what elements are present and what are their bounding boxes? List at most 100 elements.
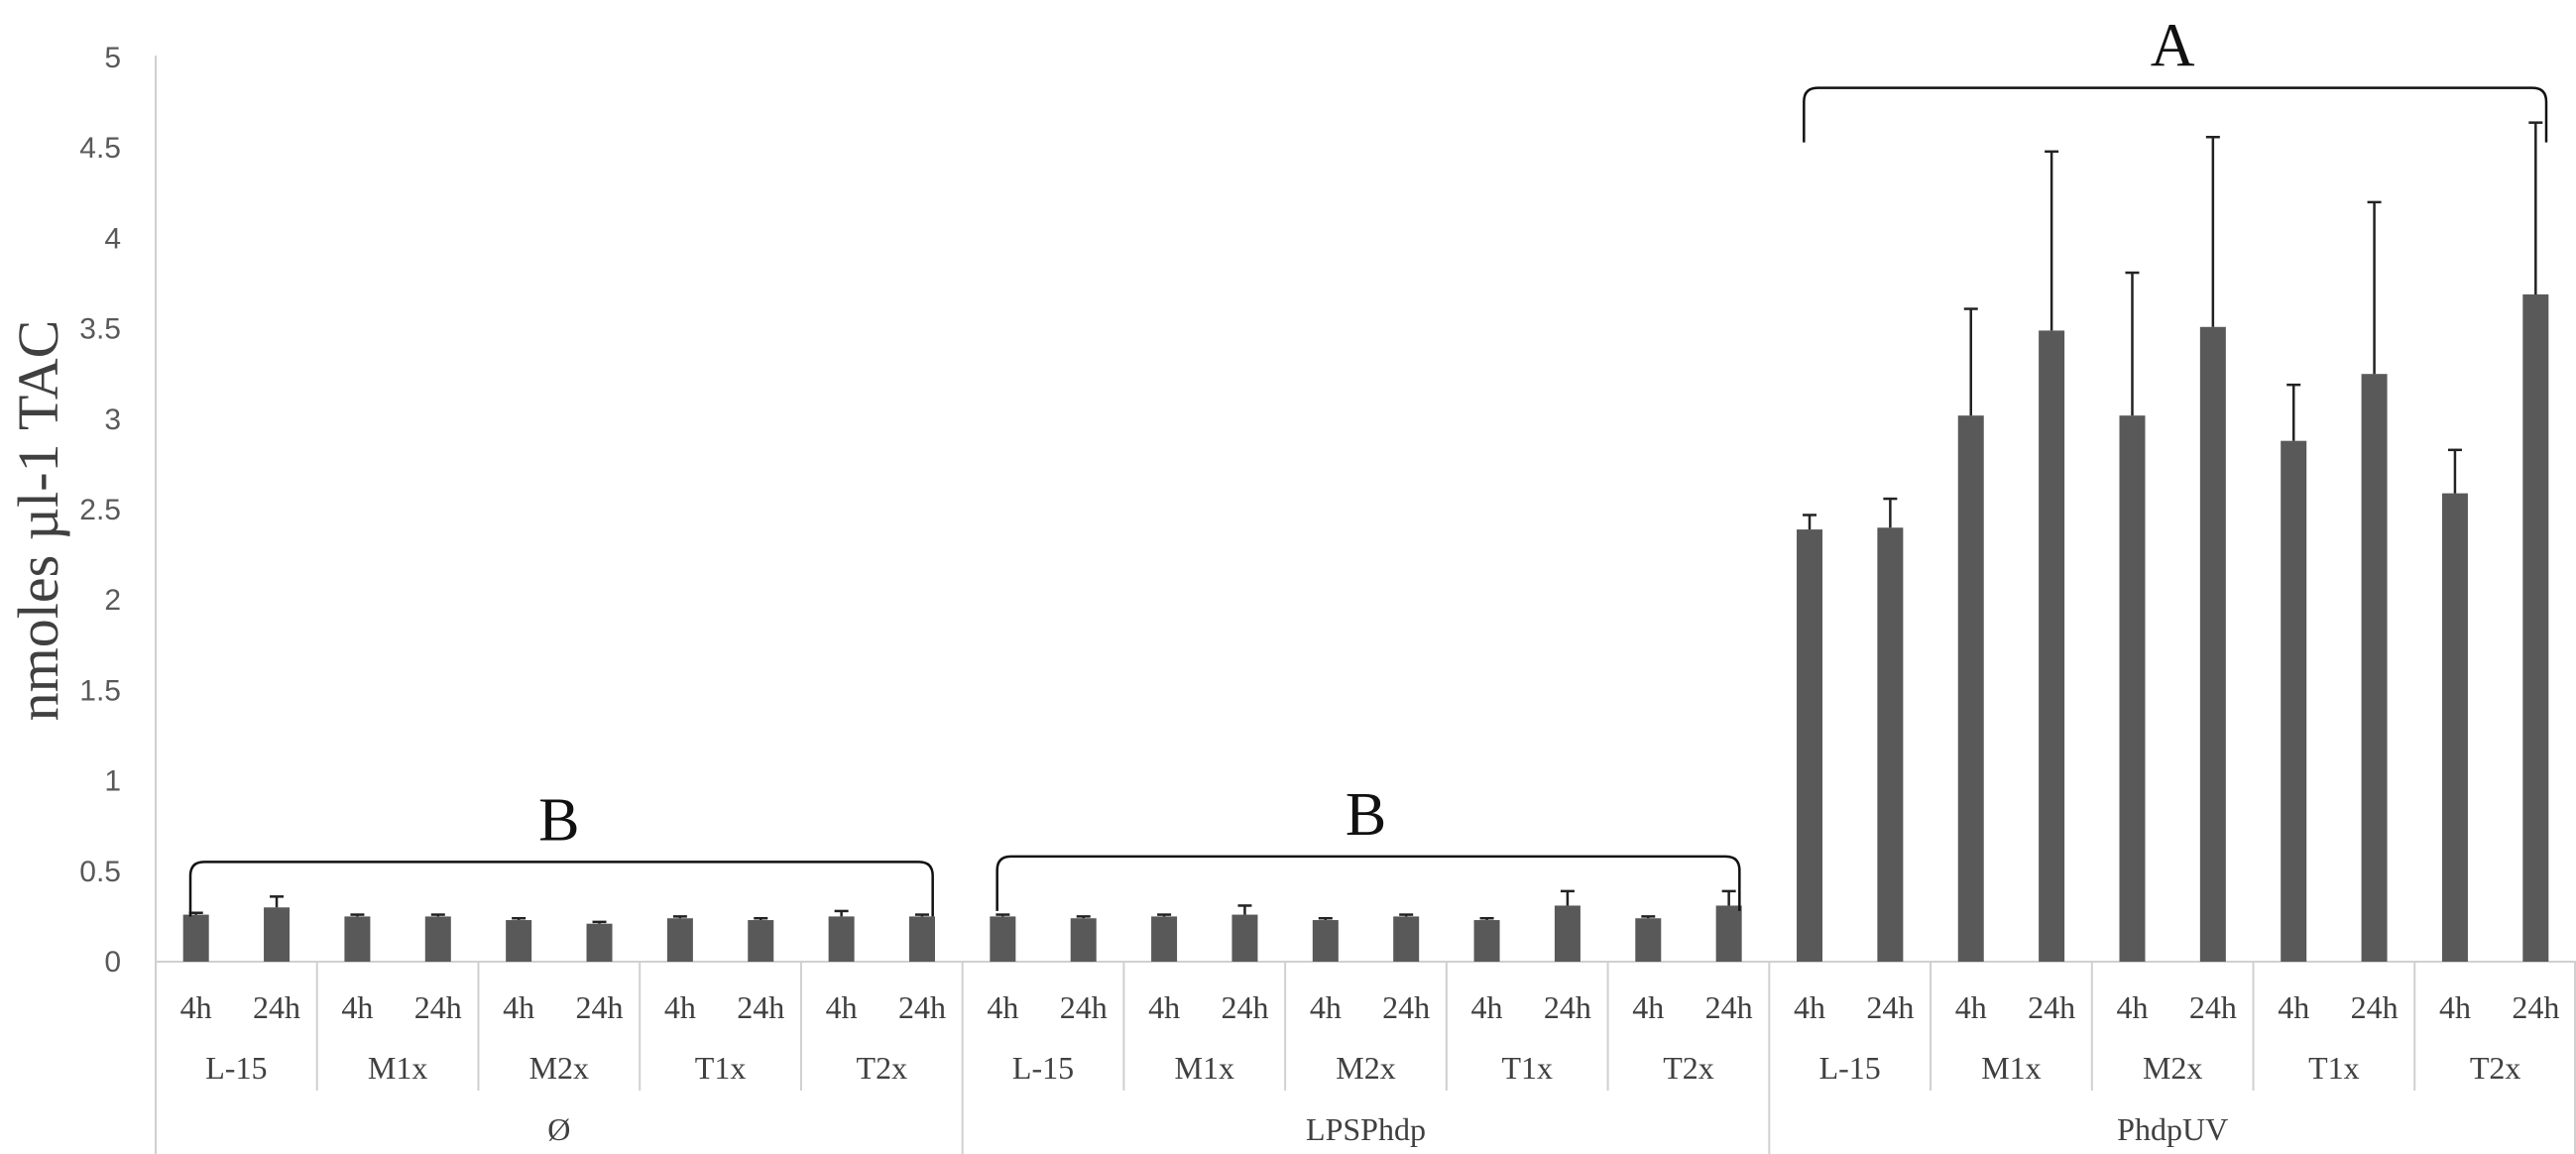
bar <box>1151 916 1178 962</box>
x-tick-label-treatment: T1x <box>2308 1050 2360 1086</box>
bar <box>2522 293 2549 963</box>
bar <box>666 918 693 962</box>
x-tick-label-time: 24h <box>737 989 784 1025</box>
x-tick-label-time: 4h <box>1471 989 1503 1025</box>
bar <box>990 916 1016 962</box>
x-tick-label-treatment: M2x <box>1336 1050 1395 1086</box>
bar <box>1473 920 1500 962</box>
significance-letter: A <box>2151 13 2195 80</box>
x-tick-label-time: 24h <box>414 989 462 1025</box>
x-tick-label-treatment: T2x <box>2470 1050 2521 1086</box>
y-tick-label: 1 <box>104 765 121 798</box>
x-tick-label-time: 24h <box>2028 989 2075 1025</box>
x-tick-label-treatment: M1x <box>1981 1050 2041 1086</box>
bar <box>1877 527 1904 962</box>
significance-bracket <box>995 855 1741 911</box>
bar <box>2361 374 2388 962</box>
x-tick-label-time: 24h <box>1705 989 1753 1025</box>
x-tick-label-treatment: T1x <box>1501 1050 1553 1086</box>
x-tick-label-time: 24h <box>2512 989 2559 1025</box>
y-axis-label-group: nmoles µl-1 TAC <box>6 320 70 722</box>
x-group-label: LPSPhdp <box>1306 1111 1426 1147</box>
x-tick-label-treatment: T2x <box>1663 1050 1714 1086</box>
x-tick-label-treatment: M1x <box>1175 1050 1234 1086</box>
y-tick-label: 3.5 <box>79 313 121 346</box>
x-tick-label-treatment: M2x <box>529 1050 589 1086</box>
bar <box>586 923 613 962</box>
x-tick-label-time: 24h <box>253 989 300 1025</box>
bar <box>2119 415 2146 963</box>
bar <box>182 914 209 962</box>
bars <box>182 293 2549 963</box>
x-tick-label-time: 4h <box>2116 989 2148 1025</box>
y-axis-label: nmoles µl-1 TAC <box>6 320 70 722</box>
x-axis: 4h 24h L-15 4h 24h M1x 4h 24h M2x 4h 24h T1x 4h 24h T2… <box>155 961 2576 1154</box>
x-tick-label-time: 4h <box>2439 989 2471 1025</box>
x-tick-label-time: 4h <box>180 989 212 1025</box>
x-tick-label-treatment: L-15 <box>205 1050 267 1086</box>
y-tick-label: 1.5 <box>79 674 121 707</box>
bar <box>1312 920 1339 962</box>
x-tick-label-time: 24h <box>2351 989 2399 1025</box>
bar <box>1231 914 1258 962</box>
x-tick-label-time: 24h <box>1221 989 1268 1025</box>
bar <box>2039 330 2065 962</box>
x-tick-label-treatment: L-15 <box>1012 1050 1074 1086</box>
x-tick-label-time: 4h <box>826 989 858 1025</box>
x-tick-label-time: 4h <box>1955 989 1987 1025</box>
bar <box>1797 529 1823 962</box>
significance-bracket <box>188 861 934 917</box>
y-tick-label: 0 <box>104 946 121 979</box>
significance-letter: B <box>538 786 579 854</box>
bar <box>344 916 371 962</box>
x-tick-label-treatment: L-15 <box>1819 1050 1881 1086</box>
y-tick-label: 0.5 <box>79 856 121 888</box>
bar <box>264 907 291 962</box>
x-tick-label-time: 24h <box>1382 989 1430 1025</box>
x-tick-label-treatment: M1x <box>368 1050 427 1086</box>
x-tick-label-time: 4h <box>1632 989 1664 1025</box>
x-tick-label-time: 4h <box>2278 989 2309 1025</box>
bar <box>506 920 532 962</box>
significance-bracket <box>1803 86 2548 143</box>
bar <box>424 916 451 962</box>
x-tick-label-treatment: T2x <box>857 1050 908 1086</box>
bar <box>828 916 855 962</box>
bar <box>1635 918 1662 962</box>
y-tick-label: 2 <box>104 584 121 617</box>
bar <box>1554 905 1581 962</box>
x-tick-label-time: 24h <box>1060 989 1108 1025</box>
x-tick-label-time: 4h <box>1794 989 1825 1025</box>
bar <box>908 916 935 962</box>
bar <box>2199 326 2226 962</box>
x-tick-label-time: 4h <box>341 989 373 1025</box>
x-tick-label-treatment: M2x <box>2143 1050 2202 1086</box>
x-tick-label-time: 4h <box>503 989 534 1025</box>
y-tick-label: 4.5 <box>79 132 121 165</box>
x-tick-label-time: 24h <box>2189 989 2237 1025</box>
bar <box>1070 918 1097 962</box>
x-tick-label-time: 24h <box>576 989 624 1025</box>
x-tick-label-time: 4h <box>664 989 696 1025</box>
significance-brackets: B B A <box>188 13 2548 917</box>
y-tick-label: 4 <box>104 222 121 255</box>
x-tick-label-time: 24h <box>898 989 946 1025</box>
bar <box>1957 415 1984 963</box>
bar <box>2281 440 2307 962</box>
x-group-label: Ø <box>547 1111 570 1147</box>
y-tick-label: 5 <box>104 42 121 74</box>
bar <box>748 920 774 962</box>
x-tick-label-time: 4h <box>1148 989 1180 1025</box>
x-group-label: PhdpUV <box>2117 1111 2228 1147</box>
y-tick-label: 2.5 <box>79 494 121 526</box>
x-tick-label-time: 24h <box>1866 989 1914 1025</box>
bar <box>2441 493 2468 962</box>
y-tick-label: 3 <box>104 404 121 436</box>
x-tick-label-time: 4h <box>1310 989 1342 1025</box>
error-bars <box>188 121 2543 924</box>
y-axis: 0 0.5 1 1.5 2 2.5 3 3.5 4 4.5 5 <box>79 42 157 979</box>
bar <box>1715 905 1742 962</box>
x-tick-label-treatment: T1x <box>695 1050 747 1086</box>
x-tick-label-time: 24h <box>1544 989 1591 1025</box>
